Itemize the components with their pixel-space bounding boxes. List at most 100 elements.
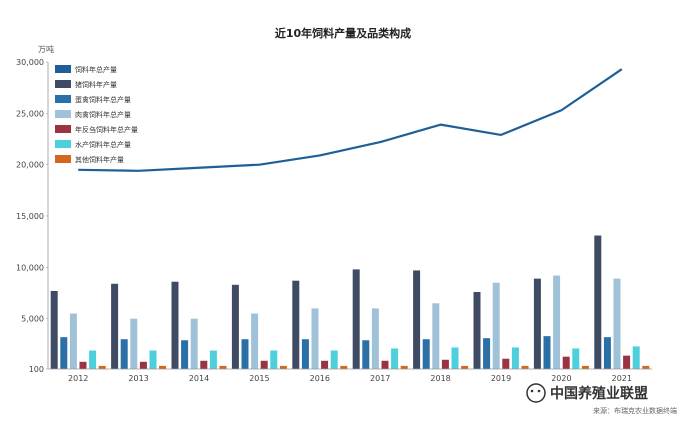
x-tick-label: 2019 — [491, 374, 511, 383]
wechat-icon-eye — [537, 389, 541, 393]
bar-1-2017 — [352, 269, 360, 369]
bar-4-2013 — [139, 361, 147, 369]
x-tick-label: 2016 — [310, 374, 330, 383]
bar-5-2012 — [89, 350, 97, 369]
bar-3-2020 — [553, 275, 561, 369]
bar-6-2013 — [159, 365, 167, 369]
x-axis-ticks: 2012 2013 2014 2015 2016 2017 2018 2019 2020 2021 — [68, 374, 632, 383]
x-tick-label: 2013 — [128, 374, 148, 383]
y-tick-label: 100 — [29, 365, 44, 374]
bar-5-2016 — [330, 350, 338, 369]
bar-3-2021 — [613, 278, 621, 369]
bar-4-2021 — [623, 355, 631, 369]
legend-swatch — [55, 140, 71, 148]
bar-2-2021 — [603, 337, 611, 369]
legend: 饲料年总产量猪饲料年产量蛋禽饲料年总产量肉禽饲料年总产量年反刍饲料年总产量水产饲… — [55, 65, 138, 164]
y-axis-unit: 万吨 — [38, 44, 54, 54]
bar-4-2016 — [321, 360, 329, 369]
watermark: 中国养殖业联盟 来源：布瑞克农业数据终端 — [526, 383, 677, 415]
x-tick-label: 2014 — [189, 374, 209, 383]
bar-3-2016 — [311, 308, 319, 369]
bar-6-2015 — [279, 365, 287, 369]
x-tick-label: 2015 — [249, 374, 269, 383]
bar-3-2017 — [371, 308, 379, 369]
bar-3-2019 — [492, 282, 500, 369]
legend-swatch — [55, 125, 71, 133]
bar-4-2015 — [260, 360, 268, 369]
y-axis-ticks: 100 5,000 10,000 15,000 20,000 25,000 30,000 — [16, 58, 49, 374]
bar-6-2014 — [219, 365, 227, 369]
bar-6-2017 — [400, 365, 408, 369]
bar-3-2015 — [251, 313, 259, 369]
legend-label: 蛋禽饲料年总产量 — [75, 95, 131, 104]
watermark-brand: 中国养殖业联盟 — [550, 385, 648, 402]
bar-1-2015 — [231, 284, 239, 369]
x-tick-label: 2018 — [430, 374, 450, 383]
y-tick-label: 15,000 — [16, 212, 44, 221]
bar-1-2016 — [292, 280, 300, 369]
bar-4-2017 — [381, 360, 389, 369]
bar-2-2014 — [181, 340, 189, 369]
x-tick-label: 2020 — [551, 374, 571, 383]
bar-1-2020 — [533, 278, 541, 369]
bar-2-2016 — [301, 339, 309, 369]
bar-5-2017 — [391, 348, 399, 369]
bar-2-2017 — [362, 340, 370, 369]
series-line-total-output — [78, 68, 623, 172]
bar-3-2012 — [69, 313, 77, 369]
bar-6-2012 — [98, 365, 106, 369]
bar-2-2020 — [543, 336, 551, 369]
bar-6-2021 — [642, 365, 650, 369]
chart-title: 近10年饲料产量及品类构成 — [275, 26, 411, 40]
y-tick-label: 20,000 — [16, 161, 44, 170]
x-tick-label: 2021 — [612, 374, 632, 383]
bar-2-2019 — [483, 338, 491, 369]
bar-5-2019 — [511, 347, 519, 369]
y-tick-label: 10,000 — [16, 263, 44, 272]
bar-5-2013 — [149, 350, 157, 369]
bar-3-2013 — [130, 318, 138, 369]
bar-5-2014 — [209, 350, 217, 369]
bar-2-2012 — [60, 337, 68, 369]
source-note: 来源：布瑞克农业数据终端 — [593, 406, 677, 415]
legend-label: 其他饲料年产量 — [75, 155, 124, 164]
legend-label: 水产饲料年总产量 — [75, 140, 131, 149]
bar-1-2012 — [50, 290, 58, 369]
bar-2-2018 — [422, 339, 430, 369]
bar-4-2014 — [200, 360, 208, 369]
y-tick-label: 5,000 — [21, 315, 44, 324]
bar-4-2012 — [79, 361, 87, 369]
bar-6-2018 — [461, 365, 469, 369]
bar-3-2014 — [190, 318, 198, 369]
legend-swatch — [55, 95, 71, 103]
bar-1-2021 — [594, 235, 602, 369]
bar-5-2018 — [451, 347, 459, 369]
bar-2-2015 — [241, 339, 249, 369]
y-tick-label: 30,000 — [16, 58, 44, 67]
plot-area — [48, 68, 652, 370]
bar-1-2019 — [473, 291, 481, 369]
bar-5-2015 — [270, 350, 278, 369]
bar-4-2020 — [562, 356, 570, 369]
x-tick-label: 2012 — [68, 374, 88, 383]
bar-4-2018 — [441, 359, 449, 369]
wechat-icon-eye — [530, 389, 534, 393]
bar-1-2013 — [111, 283, 119, 369]
bar-6-2020 — [581, 365, 589, 369]
bar-1-2018 — [413, 270, 421, 369]
legend-label: 猪饲料年产量 — [75, 80, 117, 89]
legend-swatch — [55, 65, 71, 73]
bar-6-2016 — [340, 365, 348, 369]
legend-swatch — [55, 155, 71, 163]
legend-label: 饲料年总产量 — [75, 65, 117, 74]
legend-label: 年反刍饲料年总产量 — [75, 125, 138, 134]
bar-4-2019 — [502, 358, 510, 369]
bar-6-2019 — [521, 365, 529, 369]
legend-swatch — [55, 110, 71, 118]
wechat-icon — [526, 383, 546, 403]
bar-3-2018 — [432, 303, 440, 369]
legend-label: 肉禽饲料年总产量 — [75, 110, 131, 119]
bar-2-2013 — [120, 339, 128, 369]
